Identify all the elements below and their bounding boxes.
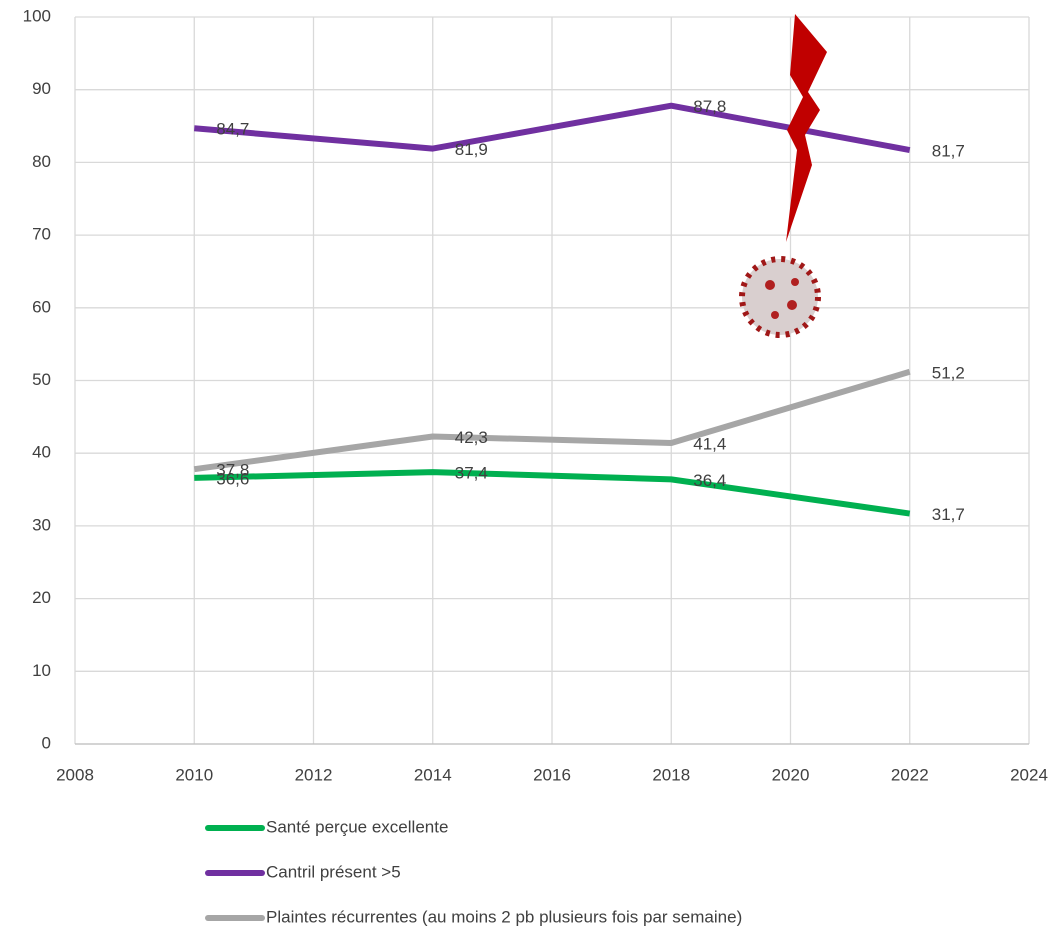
virus-icon bbox=[739, 256, 821, 338]
x-tick-label: 2008 bbox=[56, 765, 94, 784]
data-label: 37,8 bbox=[216, 461, 249, 480]
y-tick-label: 50 bbox=[32, 370, 51, 389]
virus-dot bbox=[791, 278, 799, 286]
x-tick-label: 2010 bbox=[175, 765, 213, 784]
series-line bbox=[193, 368, 911, 473]
x-tick-label: 2024 bbox=[1010, 765, 1048, 784]
data-label: 84,7 bbox=[216, 120, 249, 139]
legend-label: Santé perçue excellente bbox=[266, 817, 448, 836]
data-label: 42,3 bbox=[455, 428, 488, 447]
series-line bbox=[194, 469, 911, 517]
lightning-bolt bbox=[786, 14, 827, 242]
legend-label: Cantril présent >5 bbox=[266, 862, 401, 881]
virus-dot bbox=[771, 311, 779, 319]
legend-label: Plaintes récurrentes (au moins 2 pb plus… bbox=[266, 907, 742, 926]
lightning-icon bbox=[786, 14, 827, 242]
y-tick-label: 40 bbox=[32, 443, 51, 462]
data-label: 31,7 bbox=[932, 505, 965, 524]
data-label: 51,2 bbox=[932, 363, 965, 382]
data-label: 87,8 bbox=[693, 97, 726, 116]
x-tick-label: 2020 bbox=[772, 765, 810, 784]
y-tick-label: 60 bbox=[32, 297, 51, 316]
x-tick-label: 2018 bbox=[652, 765, 690, 784]
data-label: 37,4 bbox=[455, 464, 488, 483]
virus-spikes bbox=[739, 256, 821, 338]
y-tick-label: 10 bbox=[32, 661, 51, 680]
data-label: 81,9 bbox=[455, 140, 488, 159]
y-tick-label: 0 bbox=[42, 733, 51, 752]
y-tick-label: 100 bbox=[23, 6, 51, 25]
y-tick-label: 80 bbox=[32, 152, 51, 171]
y-tick-label: 70 bbox=[32, 225, 51, 244]
data-label: 81,7 bbox=[932, 142, 965, 161]
x-tick-label: 2012 bbox=[295, 765, 333, 784]
data-label: 41,4 bbox=[693, 435, 726, 454]
y-tick-label: 30 bbox=[32, 515, 51, 534]
virus-body bbox=[742, 259, 818, 335]
virus-dot bbox=[787, 300, 797, 310]
virus-dot bbox=[765, 280, 775, 290]
x-tick-label: 2014 bbox=[414, 765, 452, 784]
x-tick-label: 2016 bbox=[533, 765, 571, 784]
y-tick-label: 90 bbox=[32, 79, 51, 98]
x-tick-label: 2022 bbox=[891, 765, 929, 784]
y-tick-label: 20 bbox=[32, 588, 51, 607]
data-label: 36,4 bbox=[693, 471, 726, 490]
data-label: 36,6 bbox=[216, 469, 249, 488]
